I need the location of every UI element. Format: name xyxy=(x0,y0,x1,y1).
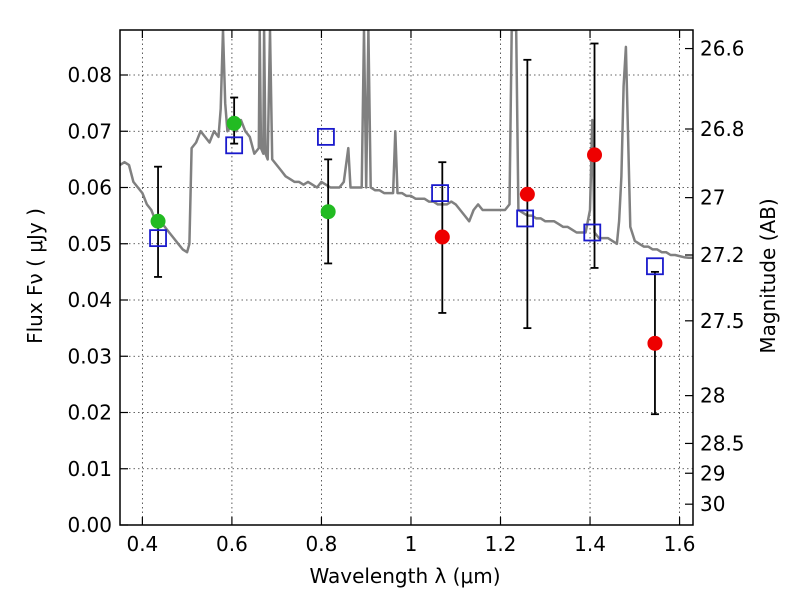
x-tick-label: 0.8 xyxy=(306,532,338,556)
y-tick-label: 0.06 xyxy=(67,176,112,200)
model-spectrum xyxy=(120,30,693,260)
model-square-marker xyxy=(149,229,167,248)
plot-frame xyxy=(119,29,694,526)
y-axis-label: Flux Fν ( μJy ) xyxy=(23,208,47,344)
x-tick-label: 0.6 xyxy=(216,532,248,556)
data-markers xyxy=(149,42,664,416)
y2-tick-label: 27.2 xyxy=(700,243,745,267)
green-point xyxy=(320,204,336,220)
y-tick-label: 0.07 xyxy=(67,119,112,143)
x-tick-label: 1 xyxy=(405,532,418,556)
x-axis-label: Wavelength λ (μm) xyxy=(309,564,500,588)
red-point xyxy=(647,335,663,351)
y-tick-label: 0.01 xyxy=(67,457,112,481)
x-tick-label: 1.2 xyxy=(485,532,517,556)
y-tick-label: 0.05 xyxy=(67,232,112,256)
red-point xyxy=(587,147,603,163)
y2-axis-label: Magnitude (AB) xyxy=(756,198,780,353)
y2-tick-label: 27.5 xyxy=(700,309,745,333)
y2-tick-label: 30 xyxy=(700,492,725,516)
axes: 0.4 0.6 0.8 1 1.2 1.4 1.6 0.00 0.01 0.02 0.03 0.04 0… xyxy=(67,29,745,556)
y2-tick-label: 29 xyxy=(700,461,725,485)
y2-tick-label: 28.5 xyxy=(700,431,745,455)
model-square-marker xyxy=(225,136,244,155)
grid-lines xyxy=(120,30,693,526)
y-tick-label: 0.00 xyxy=(67,513,112,537)
y-tick-label: 0.02 xyxy=(67,401,112,425)
y-tick-label: 0.04 xyxy=(67,288,112,312)
model-square-marker xyxy=(317,127,335,146)
x-tick-label: 1.6 xyxy=(664,532,696,556)
model-square-marker xyxy=(516,209,535,228)
y2-tick-label: 27 xyxy=(700,186,725,210)
green-point xyxy=(226,115,242,131)
red-point xyxy=(519,186,535,202)
model-square-marker xyxy=(583,223,602,242)
y2-tick-label: 26.8 xyxy=(700,117,745,141)
y2-tick-label: 28 xyxy=(700,384,725,408)
y-tick-label: 0.03 xyxy=(67,344,112,368)
green-point xyxy=(150,213,166,229)
x-tick-label: 0.4 xyxy=(126,532,158,556)
x-tick-label: 1.4 xyxy=(574,532,606,556)
red-point xyxy=(434,229,450,245)
spectrum-line xyxy=(120,30,693,260)
y2-tick-label: 26.6 xyxy=(700,37,745,61)
model-square-marker xyxy=(646,257,664,276)
model-square-marker xyxy=(431,184,449,203)
y-tick-label: 0.08 xyxy=(67,63,112,87)
